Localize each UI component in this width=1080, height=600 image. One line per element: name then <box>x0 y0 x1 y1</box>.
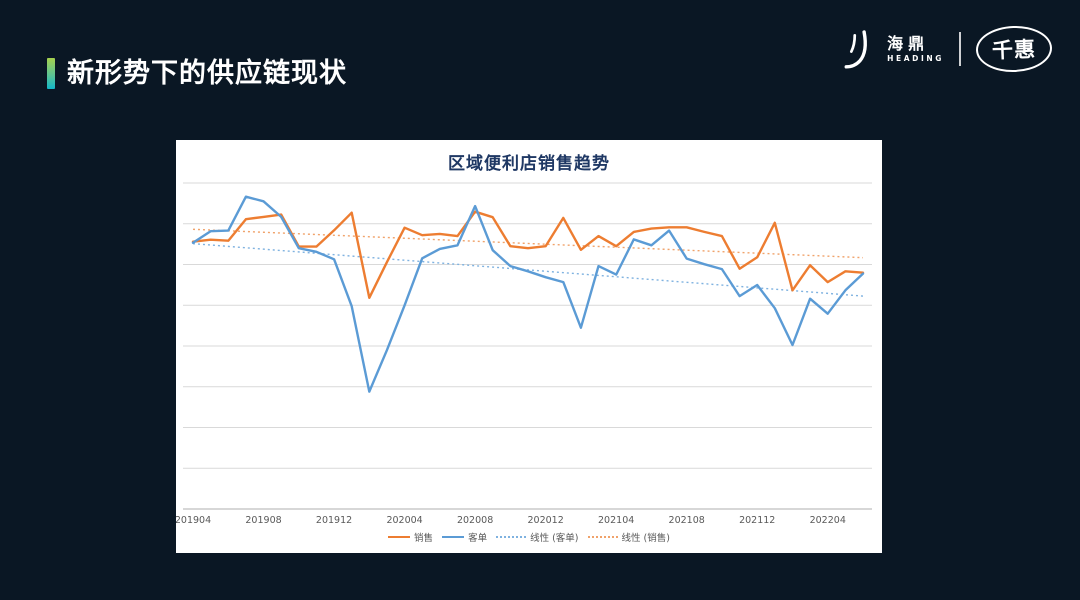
heading-logo-cn: 海鼎 <box>887 33 930 53</box>
trendline-线性 (销售) <box>192 228 864 259</box>
x-tick-label: 202004 <box>386 515 422 526</box>
heading-logo-icon <box>844 30 868 69</box>
legend-item: 线性 (销售) <box>587 530 670 544</box>
qianhui-logo: 千惠 <box>975 24 1053 74</box>
legend-item: 客单 <box>442 530 487 544</box>
chart-card: 区域便利店销售趋势 201904 201908 201912 202004 202008… <box>176 140 882 553</box>
chart-legend: 销售 客单 线性 (客单) 线性 (销售) <box>176 530 882 544</box>
legend-swatch-solid <box>388 536 411 538</box>
logo-divider <box>959 32 961 66</box>
legend-item: 线性 (客单) <box>496 530 579 544</box>
legend-swatch-dotted <box>496 536 527 538</box>
legend-item: 销售 <box>388 530 433 544</box>
x-tick-label: 202104 <box>598 515 634 526</box>
x-tick-label: 202108 <box>669 515 705 526</box>
x-tick-label: 201904 <box>176 515 211 526</box>
trendline-线性 (客单) <box>192 242 864 297</box>
heading-logo-text: 海鼎 HEADING <box>887 33 944 63</box>
x-tick-label: 202112 <box>739 515 775 526</box>
x-tick-label: 202204 <box>810 515 846 526</box>
x-tick-label: 201912 <box>316 515 352 526</box>
logo-group: 海鼎 HEADING 千惠 <box>842 24 1053 74</box>
x-tick-label: 202012 <box>527 515 563 526</box>
x-tick-label: 201908 <box>245 515 281 526</box>
legend-label: 销售 <box>414 533 434 544</box>
x-tick-label: 202008 <box>457 515 493 526</box>
legend-label: 线性 (销售) <box>621 533 670 544</box>
series-line-客单 <box>191 195 865 393</box>
trend-chart-plot: 201904 201908 201912 202004 202008 202012 2021… <box>176 182 872 526</box>
page-title: 新形势下的供应链现状 <box>67 57 347 89</box>
title-accent-bar <box>47 58 55 89</box>
chart-title: 区域便利店销售趋势 <box>448 154 610 174</box>
slide-header: 新形势下的供应链现状 <box>47 58 347 89</box>
legend-label: 线性 (客单) <box>530 533 579 544</box>
legend-swatch-solid <box>442 536 465 538</box>
heading-logo-en: HEADING <box>887 53 944 63</box>
series-line-销售 <box>191 210 865 300</box>
legend-label: 客单 <box>468 533 488 544</box>
legend-swatch-dotted <box>587 536 618 538</box>
